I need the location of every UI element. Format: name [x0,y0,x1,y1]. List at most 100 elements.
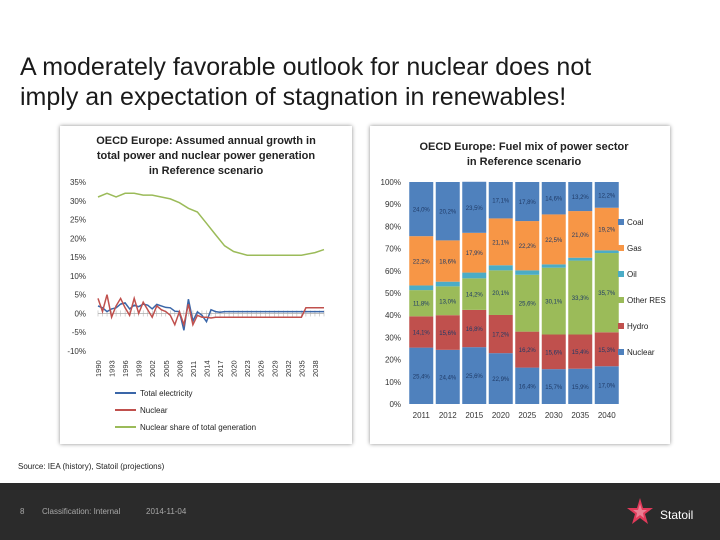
x-tick-label: 1999 [135,360,144,377]
x-tick-label: 2008 [175,360,184,377]
data-label: 22,9% [492,377,510,383]
data-label: 14,6% [545,197,563,203]
data-label: 23,5% [466,206,484,212]
chart-title-line: in Reference scenario [149,165,264,177]
data-label: 22,2% [519,244,537,250]
bar-segment-nuclear [594,366,619,404]
x-tick-label: 2005 [162,360,171,377]
bar-segment-hydro [462,309,487,348]
page-number: 8 [20,507,25,516]
x-tick-label: 2011 [413,411,431,420]
data-label: 16,4% [519,384,537,390]
bar-segment-hydro [541,334,566,370]
data-label: 13,0% [439,299,457,305]
bar-segment-nuclear [488,353,513,404]
data-label: 11,8% [413,302,430,308]
bar-segment-gas [488,218,513,266]
legend-label: Coal [627,218,644,227]
growth-line-chart: OECD Europe: Assumed annual growth in tot… [60,126,352,444]
classification-label: Classification: Internal [42,507,121,516]
date-label: 2014-11-04 [146,507,187,516]
bar-segment-hydro [568,334,593,369]
y-tick-label: 20% [385,356,401,365]
x-tick-label: 2020 [492,411,510,420]
data-label: 18,6% [439,260,457,266]
x-tick-label: 2015 [465,411,483,420]
bar-segment-coal [435,182,460,241]
x-tick-label: 2030 [545,411,563,420]
x-tick-label: 2026 [257,360,266,377]
bar-segment-gas [515,221,540,271]
data-label: 19,2% [598,228,616,234]
legend-label: Total electricity [140,389,192,398]
chart-title-line: in Reference scenario [467,156,582,168]
data-label: 14,1% [413,330,431,336]
data-label: 17,0% [598,384,616,390]
y-tick-label: 5% [74,291,86,300]
data-label: 25,4% [413,374,431,380]
y-tick-label: 40% [385,311,401,320]
source-note: Source: IEA (history), Statoil (projecti… [18,462,165,471]
chart-title-line: OECD Europe: Assumed annual growth in [96,135,316,147]
x-tick-label: 2020 [230,360,239,377]
data-label: 15,3% [598,348,616,354]
bar-segment-gas [435,240,460,282]
series-line-nuclear-share-of-total-generation [97,192,325,256]
x-tick-label: 2029 [270,360,279,377]
bar-segment-coal [594,182,619,208]
legend-label: Hydro [627,322,649,331]
bar-segment-nuclear [515,367,540,404]
bar-segment-oil [568,257,593,261]
data-label: 25,6% [466,374,484,380]
legend-label: Nuclear share of total generation [140,423,256,432]
data-label: 15,4% [572,350,590,356]
data-label: 17,1% [492,199,510,205]
legend-swatch [618,271,624,277]
data-label: 13,2% [572,195,590,201]
fuel-mix-bar-chart: OECD Europe: Fuel mix of power sector in … [370,126,670,444]
data-label: 16,8% [466,327,484,333]
y-tick-label: 0% [389,400,401,409]
x-tick-label: 2011 [189,361,198,377]
legend-swatch [618,219,624,225]
data-label: 22,5% [545,238,563,244]
series-line-nuclear [97,294,324,328]
y-tick-label: 20% [70,234,86,243]
bar-segment-coal [409,182,434,237]
data-label: 24,0% [413,208,431,214]
chart-title-line: total power and nuclear power generation [97,150,315,162]
data-label: 16,2% [519,348,537,354]
bar-segment-oil [541,264,566,268]
legend-swatch [618,349,624,355]
bar-segment-gas [462,232,487,273]
x-tick-label: 1996 [121,360,130,377]
bar-segment-other-res [594,253,619,333]
statoil-star-icon [627,498,653,524]
bar-segment-coal [488,182,513,219]
y-tick-label: 0% [74,309,86,318]
data-label: 33,3% [572,296,590,302]
y-tick-label: 100% [381,178,401,187]
y-tick-label: 10% [70,272,86,281]
bar-segment-nuclear [435,349,460,404]
data-label: 12,2% [598,193,616,199]
data-label: 21,0% [572,233,590,239]
bar-segment-other-res [515,274,540,332]
slide-title-line-1: A moderately favorable outlook for nucle… [20,53,592,81]
bar-segment-coal [541,182,566,215]
bar-segment-hydro [488,314,513,354]
chart-title-line: OECD Europe: Fuel mix of power sector [419,141,629,153]
bar-segment-nuclear [462,347,487,404]
bar-segment-coal [515,182,540,222]
footer-bar: 8 Classification: Internal 2014-11-04 [0,483,720,540]
data-label: 25,6% [519,302,537,308]
bar-segment-other-res [435,286,460,316]
bar-segment-other-res [568,260,593,335]
data-label: 21,1% [492,240,510,246]
x-tick-label: 2014 [202,360,211,377]
y-tick-label: -5% [72,328,86,337]
legend-swatch [618,323,624,329]
data-label: 20,1% [492,291,510,297]
x-tick-label: 1990 [94,360,103,377]
bar-segment-coal [568,182,593,212]
